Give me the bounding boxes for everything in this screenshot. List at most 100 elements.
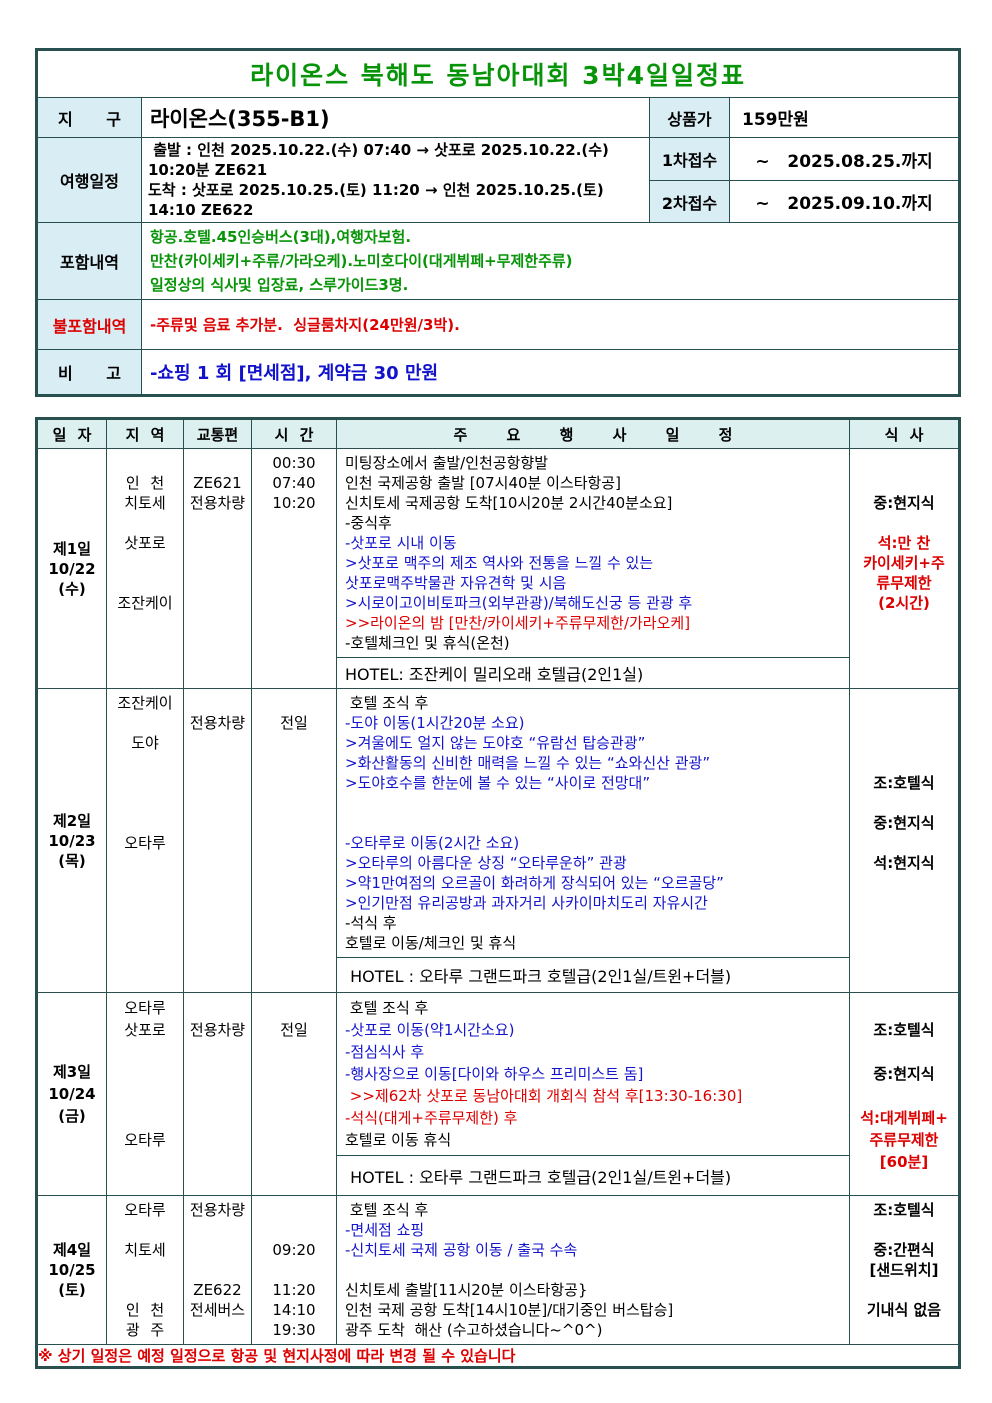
included-label: 포함내역: [36, 222, 142, 300]
transport-line: [185, 1260, 251, 1280]
event-line: -석식(대게+주류무제한) 후: [345, 1109, 518, 1127]
meals-cell: 조:호텔식 중:현지식 석:현지식: [849, 688, 960, 993]
itinerary-body: 제1일 10/22 (수) 인 천 치토세 삿포로 조잔케이 ZE621 전용차량 00:30 07…: [36, 448, 960, 1345]
note-label: 비 고: [36, 349, 142, 396]
time-line: [253, 1220, 336, 1240]
events-cell: 호텔 조식 후 -면세점 쇼핑 -신치토세 국제 공항 이동 / 출국 수속 신치토세…: [336, 1195, 850, 1345]
time-cell: 전일: [251, 992, 337, 1196]
meal-line: 조:호텔식: [873, 1021, 935, 1039]
transport-line: [185, 997, 251, 1019]
event-line: >약1만여점의 오르골이 화려하게 장식되어 있는 “오르골당”: [345, 874, 724, 892]
transport-cell: ZE621 전용차량: [183, 448, 252, 689]
meal-line: [851, 733, 959, 753]
event-line: [345, 813, 841, 833]
meal-line: 조:호텔식: [873, 774, 935, 792]
included-line: 항공.호텔.45인승버스(3대),여행자보험.: [150, 228, 412, 246]
price-label: 상품가: [649, 97, 730, 138]
meal-line: [851, 1220, 959, 1240]
day-label-line: 제2일: [52, 811, 92, 830]
day-cell: 제3일 10/24 (금): [36, 992, 107, 1196]
day-label-line: 제4일: [52, 1241, 92, 1259]
day-label-line: (목): [58, 851, 86, 870]
transport-line: [185, 1240, 251, 1260]
meal-line: 카이세키+주: [863, 554, 945, 572]
first-reception-value: ~ 2025.08.25.까지: [728, 137, 961, 181]
meal-line: 중:현지식: [873, 814, 935, 832]
time-line: [253, 1260, 336, 1280]
meal-line: [851, 833, 959, 853]
region-cell: 인 천 치토세 삿포로 조잔케이: [106, 448, 184, 689]
region-line: 삿포로: [124, 1021, 166, 1039]
event-line: 인천 국제 공항 도착[14시10분]/대기중인 버스탑승]: [345, 1301, 674, 1319]
meal-line: [851, 1041, 959, 1063]
region-line: [108, 813, 183, 833]
region-line: [108, 793, 183, 813]
region-line: 삿포로: [124, 534, 166, 552]
first-reception-label: 1차접수: [649, 137, 730, 181]
region-line: [108, 1085, 183, 1107]
region-cell: 조잔케이 도야 오타루: [106, 688, 184, 993]
trip-info-table: 라이온스 북해도 동남아대회 3박4일일정표 지 구 라이온스(355-B1) …: [35, 48, 962, 397]
event-line: 인천 국제공항 출발 [07시40분 이스타항공]: [345, 474, 621, 492]
time-cell: 전일: [251, 688, 337, 993]
event-line: 신치토세 출발[11시20분 이스타항공}: [345, 1281, 588, 1299]
region-line: 인 천: [125, 474, 165, 492]
meal-line: 중:현지식: [873, 1065, 935, 1083]
region-line: 오타루: [124, 999, 166, 1017]
day-cell: 제2일 10/23 (목): [36, 688, 107, 993]
event-line: >인기만점 유리공방과 과자거리 사카이마치도리 자유시간: [345, 894, 708, 912]
region-line: 치토세: [124, 494, 166, 512]
event-line: 호텔 조식 후: [345, 694, 429, 712]
meal-line: 기내식 없음: [866, 1301, 942, 1319]
transport-line: [185, 453, 251, 473]
header-events: 주 요 행 사 일 정: [336, 418, 850, 449]
day-label-line: 10/23: [48, 831, 96, 850]
region-line: [108, 513, 183, 533]
time-line: 09:20: [272, 1241, 316, 1259]
district-value: 라이온스(355-B1): [141, 97, 650, 138]
second-reception-value: ~ 2025.09.10.까지: [728, 180, 961, 223]
time-line: 00:30: [272, 454, 316, 472]
event-line: -중식후: [345, 514, 392, 532]
events-cell: 호텔 조식 후 -도야 이동(1시간20분 소요) >겨울에도 얼지 않는 도야호 …: [336, 688, 850, 993]
meal-line: 석:만 찬: [877, 534, 931, 552]
schedule-line: 출발 : 인천 2025.10.22.(수) 07:40 → 삿포로 2025.…: [148, 141, 609, 159]
itinerary-day-row: 제1일 10/22 (수) 인 천 치토세 삿포로 조잔케이 ZE621 전용차량 00:30 07…: [36, 448, 960, 689]
day-label-line: 제3일: [52, 1063, 92, 1081]
district-label: 지 구: [36, 97, 142, 138]
event-line: 미팅장소에서 출발/인천공항향발: [345, 454, 549, 472]
document-page: 라이온스 북해도 동남아대회 3박4일일정표 지 구 라이온스(355-B1) …: [35, 48, 962, 1369]
event-line: -행사장으로 이동[다이와 하우스 프리미스트 돔]: [345, 1065, 644, 1083]
day-cell: 제1일 10/22 (수): [36, 448, 107, 689]
event-line: [345, 793, 841, 813]
meal-line: [60분]: [879, 1153, 929, 1171]
region-line: 치토세: [124, 1241, 166, 1259]
events-cell: 호텔 조식 후 -삿포로 이동(약1시간소요) -점심식사 후 -행사장으로 이동[다…: [336, 992, 850, 1196]
region-line: [108, 1063, 183, 1085]
hotel-row: HOTEL : 오타루 그랜드파크 호텔급(2인1실/트윈+더블): [337, 1155, 849, 1195]
events-list: 호텔 조식 후 -면세점 쇼핑 -신치토세 국제 공항 이동 / 출국 수속 신치토세…: [338, 1197, 849, 1344]
meal-line: [851, 793, 959, 813]
day-cell: 제4일 10/25 (토): [36, 1195, 107, 1345]
day-label-line: 10/25: [48, 1261, 96, 1279]
events-list: 호텔 조식 후 -도야 이동(1시간20분 소요) >겨울에도 얼지 않는 도야호 …: [338, 690, 849, 958]
included-line: 만찬(카이세키+주류/가라오케).노미호다이(대게뷔페+무제한주류): [150, 252, 573, 270]
event-line: -호텔체크인 및 휴식(온천): [345, 634, 510, 652]
schedule-text: 출발 : 인천 2025.10.22.(수) 07:40 → 삿포로 2025.…: [141, 137, 650, 223]
transport-line: [185, 1220, 251, 1240]
header-meals: 식 사: [849, 418, 960, 449]
meal-line: [851, 513, 959, 533]
meals-cell: 중:현지식 석:만 찬 카이세키+주 류무제한 (2시간): [849, 448, 960, 689]
meal-line: [851, 713, 959, 733]
event-line: -점심식사 후: [345, 1043, 425, 1061]
note-text: -쇼핑 1 회 [면세점], 계약금 30 만원: [140, 349, 961, 396]
meal-line: [851, 693, 959, 713]
itinerary-day-row: 제3일 10/24 (금) 오타루 삿포로 오타루 전용차량 전일 호텔 조식 후 -삿포로 이…: [36, 992, 960, 1196]
event-line: -도야 이동(1시간20분 소요): [345, 714, 525, 732]
transport-cell: 전용차량: [183, 992, 252, 1196]
time-line: [253, 1200, 336, 1220]
time-line: [253, 997, 336, 1019]
